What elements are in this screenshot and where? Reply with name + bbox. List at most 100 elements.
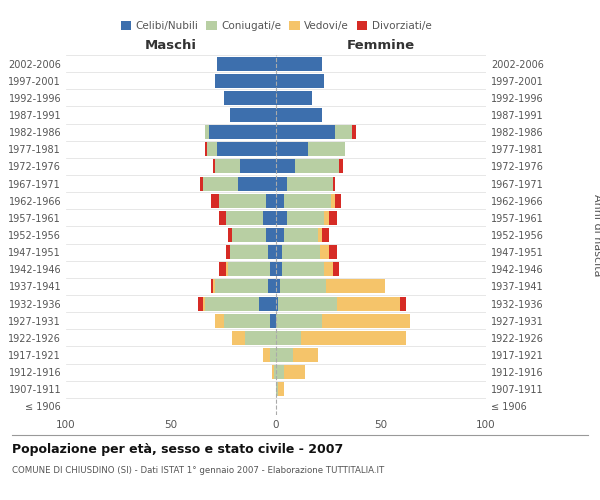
Bar bbox=[332, 176, 335, 190]
Bar bbox=[276, 91, 312, 105]
Bar bbox=[287, 211, 325, 225]
Bar bbox=[215, 160, 240, 173]
Bar bbox=[213, 160, 215, 173]
Bar bbox=[228, 262, 270, 276]
Bar bbox=[276, 365, 284, 379]
Bar bbox=[276, 176, 287, 190]
Bar bbox=[217, 56, 276, 70]
Bar bbox=[263, 348, 270, 362]
Bar bbox=[245, 331, 276, 345]
Bar bbox=[276, 280, 280, 293]
Bar bbox=[223, 314, 270, 328]
Bar bbox=[270, 348, 276, 362]
Bar bbox=[265, 228, 276, 242]
Bar bbox=[230, 108, 276, 122]
Bar bbox=[276, 382, 278, 396]
Bar bbox=[325, 211, 329, 225]
Bar bbox=[331, 194, 335, 207]
Bar bbox=[295, 160, 339, 173]
Bar bbox=[276, 160, 295, 173]
Bar bbox=[215, 314, 223, 328]
Bar bbox=[276, 314, 322, 328]
Bar bbox=[318, 228, 322, 242]
Bar bbox=[226, 245, 230, 259]
Bar bbox=[335, 125, 352, 139]
Bar bbox=[220, 194, 265, 207]
Bar bbox=[265, 194, 276, 207]
Bar bbox=[325, 262, 332, 276]
Bar bbox=[276, 331, 301, 345]
Bar bbox=[276, 125, 335, 139]
Bar bbox=[276, 348, 293, 362]
Bar bbox=[223, 91, 276, 105]
Bar bbox=[220, 211, 226, 225]
Bar bbox=[322, 314, 410, 328]
Bar bbox=[270, 262, 276, 276]
Bar bbox=[320, 245, 329, 259]
Legend: Celibi/Nubili, Coniugati/e, Vedovi/e, Divorziati/e: Celibi/Nubili, Coniugati/e, Vedovi/e, Di… bbox=[116, 17, 436, 36]
Bar bbox=[400, 296, 406, 310]
Bar bbox=[213, 280, 215, 293]
Bar bbox=[268, 280, 276, 293]
Bar bbox=[352, 125, 356, 139]
Bar bbox=[276, 142, 308, 156]
Bar bbox=[280, 280, 326, 293]
Bar bbox=[287, 176, 332, 190]
Bar bbox=[276, 211, 287, 225]
Bar bbox=[337, 296, 400, 310]
Text: Femmine: Femmine bbox=[347, 40, 415, 52]
Text: Maschi: Maschi bbox=[145, 40, 197, 52]
Bar bbox=[232, 331, 245, 345]
Bar bbox=[226, 262, 228, 276]
Bar bbox=[332, 262, 339, 276]
Bar bbox=[198, 296, 203, 310]
Bar bbox=[240, 160, 276, 173]
Bar bbox=[215, 74, 276, 88]
Bar bbox=[276, 108, 322, 122]
Bar bbox=[268, 245, 276, 259]
Bar bbox=[220, 262, 226, 276]
Bar bbox=[308, 142, 346, 156]
Bar bbox=[200, 176, 203, 190]
Bar bbox=[211, 194, 220, 207]
Text: Anni di nascita: Anni di nascita bbox=[592, 194, 600, 276]
Bar bbox=[263, 211, 276, 225]
Bar bbox=[301, 331, 406, 345]
Bar bbox=[276, 56, 322, 70]
Bar bbox=[270, 314, 276, 328]
Bar bbox=[205, 125, 209, 139]
Bar bbox=[329, 211, 337, 225]
Bar bbox=[228, 228, 232, 242]
Bar bbox=[276, 194, 284, 207]
Bar bbox=[205, 142, 206, 156]
Bar bbox=[322, 228, 329, 242]
Bar bbox=[276, 262, 283, 276]
Bar bbox=[276, 74, 325, 88]
Bar bbox=[211, 280, 213, 293]
Bar bbox=[293, 348, 318, 362]
Bar bbox=[276, 228, 284, 242]
Y-axis label: Fasce di età: Fasce di età bbox=[0, 200, 4, 270]
Bar bbox=[284, 194, 331, 207]
Bar bbox=[259, 296, 276, 310]
Bar bbox=[276, 296, 278, 310]
Bar bbox=[326, 280, 385, 293]
Bar bbox=[203, 296, 205, 310]
Bar bbox=[278, 296, 337, 310]
Bar bbox=[335, 194, 341, 207]
Bar bbox=[278, 382, 284, 396]
Bar bbox=[284, 365, 305, 379]
Bar bbox=[203, 176, 238, 190]
Bar bbox=[215, 280, 268, 293]
Bar bbox=[339, 160, 343, 173]
Text: COMUNE DI CHIUSDINO (SI) - Dati ISTAT 1° gennaio 2007 - Elaborazione TUTTITALIA.: COMUNE DI CHIUSDINO (SI) - Dati ISTAT 1°… bbox=[12, 466, 384, 475]
Bar bbox=[283, 245, 320, 259]
Bar bbox=[272, 365, 274, 379]
Bar bbox=[232, 228, 265, 242]
Bar bbox=[274, 365, 276, 379]
Bar bbox=[226, 211, 263, 225]
Bar bbox=[284, 228, 318, 242]
Bar bbox=[206, 142, 217, 156]
Bar bbox=[329, 245, 337, 259]
Bar bbox=[276, 245, 283, 259]
